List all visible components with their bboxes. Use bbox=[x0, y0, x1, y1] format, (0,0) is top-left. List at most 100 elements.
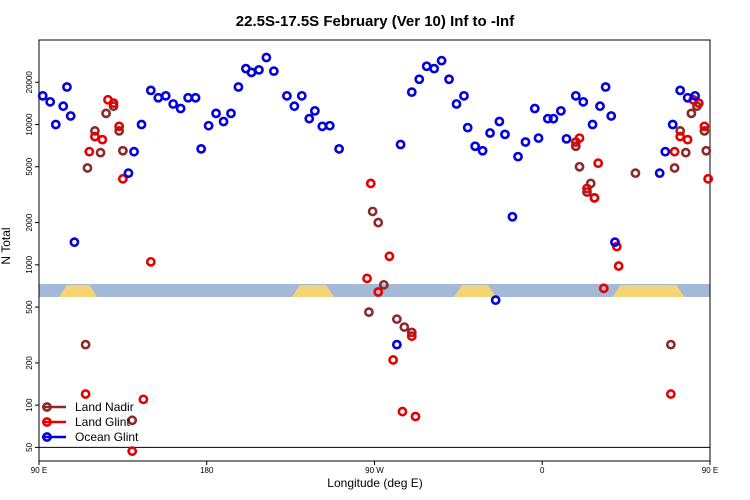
legend-marker bbox=[42, 417, 52, 427]
data-point bbox=[699, 126, 710, 136]
data-point bbox=[80, 389, 91, 399]
data-point bbox=[669, 146, 680, 157]
data-point bbox=[589, 192, 600, 203]
data-point bbox=[682, 92, 693, 103]
legend-marker bbox=[42, 402, 52, 412]
data-point bbox=[513, 151, 523, 162]
data-point bbox=[675, 126, 686, 136]
x-axis-ticks: 90 E 180 90 W 0 90 E bbox=[31, 461, 718, 475]
data-point bbox=[129, 146, 139, 157]
data-point bbox=[101, 108, 111, 119]
data-point bbox=[373, 287, 384, 297]
data-point bbox=[324, 120, 335, 131]
data-point bbox=[391, 339, 402, 350]
y-tick-label: 100 bbox=[25, 398, 34, 412]
data-point bbox=[529, 103, 540, 114]
data-point bbox=[123, 168, 134, 179]
data-point bbox=[203, 120, 214, 131]
data-point bbox=[334, 143, 344, 154]
data-point bbox=[444, 74, 454, 85]
data-point bbox=[654, 168, 665, 179]
data-point bbox=[682, 134, 693, 145]
data-point bbox=[136, 119, 147, 130]
data-point bbox=[587, 119, 598, 130]
data-point bbox=[600, 82, 611, 92]
data-point bbox=[233, 82, 244, 92]
data-point bbox=[304, 113, 315, 124]
chart-title: 22.5S-17.5S February (Ver 10) Inf to -In… bbox=[236, 13, 515, 30]
data-point bbox=[168, 99, 179, 109]
data-point bbox=[90, 126, 100, 136]
data-point bbox=[108, 98, 119, 109]
data-point bbox=[117, 145, 128, 156]
data-point bbox=[598, 283, 609, 294]
data-point bbox=[65, 111, 76, 121]
data-point bbox=[175, 103, 186, 114]
y-tick-label: 2000 bbox=[25, 213, 34, 231]
x-tick-label: 180 bbox=[200, 466, 214, 475]
y-tick-label: 20000 bbox=[25, 71, 34, 94]
y-tick-label: 200 bbox=[25, 356, 34, 370]
data-point bbox=[138, 394, 149, 405]
data-point bbox=[37, 90, 48, 101]
data-point bbox=[391, 314, 402, 325]
data-point bbox=[477, 145, 488, 156]
legend-marker bbox=[42, 432, 52, 442]
data-point bbox=[606, 111, 617, 121]
data-point bbox=[62, 82, 72, 92]
data-point bbox=[660, 146, 671, 157]
legend-label: Ocean Glint bbox=[75, 430, 139, 444]
data-point bbox=[397, 406, 408, 417]
data-point bbox=[459, 90, 469, 101]
data-point bbox=[675, 85, 686, 96]
x-tick-label: 90 E bbox=[31, 466, 47, 475]
data-point bbox=[196, 143, 207, 154]
data-point bbox=[114, 126, 125, 136]
land-segment bbox=[454, 285, 497, 297]
data-point bbox=[183, 92, 194, 103]
data-point bbox=[680, 147, 691, 158]
data-point bbox=[665, 339, 676, 350]
legend-label: Land Glint bbox=[75, 415, 130, 429]
data-point bbox=[507, 211, 518, 222]
data-point bbox=[593, 158, 604, 169]
data-point bbox=[218, 116, 229, 127]
data-point bbox=[406, 87, 417, 98]
y-tick-label: 5000 bbox=[25, 157, 34, 175]
data-point bbox=[309, 105, 320, 116]
data-point bbox=[542, 113, 553, 124]
data-point bbox=[399, 322, 410, 332]
x-tick-label: 0 bbox=[540, 466, 545, 475]
data-point bbox=[97, 134, 108, 145]
data-point bbox=[561, 133, 572, 144]
data-point bbox=[436, 55, 447, 66]
data-point bbox=[69, 237, 80, 248]
data-point bbox=[500, 129, 510, 140]
land-segment bbox=[612, 285, 685, 297]
data-point bbox=[378, 279, 389, 290]
y-tick-label: 1000 bbox=[25, 255, 34, 273]
data-point bbox=[610, 237, 620, 248]
data-point bbox=[410, 411, 421, 422]
data-point bbox=[45, 96, 56, 107]
data-point bbox=[574, 161, 585, 172]
land-segment bbox=[291, 285, 335, 297]
data-point bbox=[490, 295, 501, 306]
data-point bbox=[470, 141, 481, 152]
data-point bbox=[406, 331, 417, 342]
land-segment bbox=[58, 285, 98, 297]
data-point bbox=[268, 66, 279, 77]
y-tick-label: 10000 bbox=[25, 113, 34, 136]
data-point bbox=[82, 163, 93, 173]
data-point bbox=[582, 187, 592, 197]
x-axis-label: Longitude (deg E) bbox=[327, 476, 422, 490]
data-point bbox=[58, 101, 69, 112]
data-point bbox=[462, 122, 473, 133]
data-point bbox=[211, 108, 221, 119]
data-point bbox=[582, 183, 592, 194]
data-point bbox=[90, 131, 100, 142]
data-point bbox=[50, 119, 61, 130]
data-point bbox=[364, 307, 374, 318]
